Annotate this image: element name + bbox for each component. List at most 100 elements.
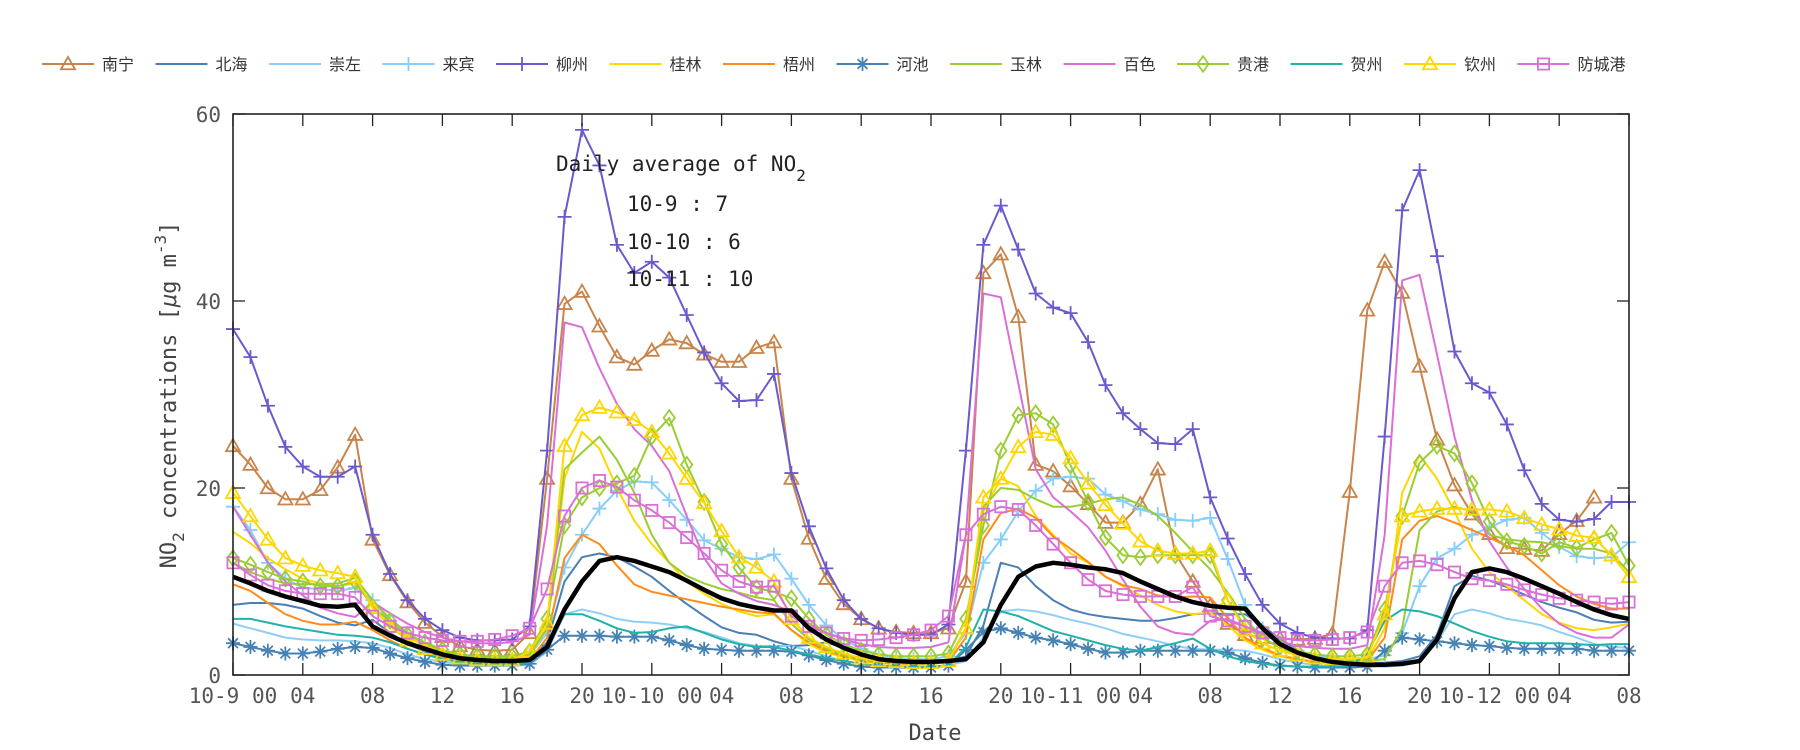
data-point xyxy=(1011,503,1025,517)
data-point xyxy=(643,423,661,439)
data-point xyxy=(992,245,1010,261)
x-tick-label: 08 xyxy=(360,684,385,708)
data-point xyxy=(1044,425,1062,441)
data-point xyxy=(1151,546,1165,565)
data-point xyxy=(243,568,257,582)
legend-label: 来宾 xyxy=(443,55,475,74)
data-point xyxy=(1412,163,1427,178)
data-point xyxy=(608,403,626,419)
data-point xyxy=(1099,584,1113,598)
x-tick-label: 10-10 00 xyxy=(601,684,702,708)
data-point xyxy=(1096,496,1115,511)
data-point xyxy=(311,481,329,497)
x-tick-label: 20 xyxy=(1407,684,1432,708)
data-point xyxy=(400,626,414,640)
x-tick-label: 12 xyxy=(1267,684,1292,708)
data-point xyxy=(678,469,696,485)
data-point xyxy=(662,270,677,285)
data-point xyxy=(1098,378,1113,393)
data-point xyxy=(1585,528,1603,544)
data-point xyxy=(276,549,294,565)
data-point xyxy=(417,611,432,626)
annotation-line-2: 10-10 : 6 xyxy=(627,230,741,254)
data-point xyxy=(1498,502,1516,518)
data-point xyxy=(1308,645,1322,664)
data-point xyxy=(1463,500,1481,516)
data-point xyxy=(557,516,572,535)
data-point xyxy=(801,519,816,534)
data-point xyxy=(1430,558,1444,572)
x-tick-label: 08 xyxy=(1198,684,1223,708)
data-point xyxy=(1150,643,1165,658)
data-point xyxy=(1412,632,1427,647)
data-point xyxy=(872,632,886,646)
data-point xyxy=(505,629,519,643)
data-point xyxy=(993,532,1008,547)
data-point xyxy=(592,628,607,643)
data-point xyxy=(296,572,310,591)
data-point xyxy=(1028,483,1043,498)
data-point xyxy=(575,481,589,495)
x-tick-label: 16 xyxy=(1337,684,1362,708)
data-point xyxy=(1604,495,1619,510)
data-point xyxy=(417,654,432,669)
data-point xyxy=(732,575,746,589)
data-point xyxy=(294,556,312,572)
data-point xyxy=(1081,492,1095,512)
data-point xyxy=(679,308,694,323)
data-point xyxy=(871,621,886,636)
x-tick-label: 12 xyxy=(430,684,455,708)
data-point xyxy=(1027,423,1045,439)
data-point xyxy=(365,527,380,542)
annotation-line-3: 10-11 : 10 xyxy=(627,267,753,291)
data-point xyxy=(348,459,363,474)
data-point xyxy=(1220,645,1235,660)
data-point xyxy=(1203,546,1217,565)
data-point xyxy=(1447,636,1462,651)
data-point xyxy=(1602,546,1621,562)
data-point xyxy=(747,338,766,354)
data-point xyxy=(1238,651,1253,666)
data-point xyxy=(767,579,781,593)
legend-item: 来宾 xyxy=(382,55,475,74)
data-point xyxy=(383,646,398,661)
data-point xyxy=(365,597,380,616)
data-point xyxy=(558,509,572,523)
data-point xyxy=(400,651,415,666)
legend-item: 梧州 xyxy=(723,55,815,74)
data-point xyxy=(695,345,713,361)
data-point xyxy=(1081,641,1096,656)
data-point xyxy=(540,609,554,629)
data-point xyxy=(592,474,606,488)
data-point xyxy=(295,459,310,474)
legend-label: 玉林 xyxy=(1010,55,1042,74)
data-point xyxy=(1150,436,1165,451)
data-point xyxy=(1149,460,1167,476)
data-point xyxy=(241,507,260,523)
data-point xyxy=(383,619,397,633)
data-point xyxy=(610,480,624,494)
legend-label: 崇左 xyxy=(329,55,361,74)
data-point xyxy=(1517,536,1532,556)
data-point xyxy=(644,629,659,644)
data-point xyxy=(1168,643,1183,658)
data-point xyxy=(515,57,529,71)
legend-label: 柳州 xyxy=(556,55,588,74)
data-point xyxy=(540,443,555,458)
series-line xyxy=(232,128,1629,642)
data-point xyxy=(1168,512,1183,527)
data-point xyxy=(575,628,589,643)
data-point xyxy=(1393,283,1411,299)
data-point xyxy=(260,398,275,413)
data-point xyxy=(1464,376,1479,391)
data-point xyxy=(1238,619,1252,633)
data-point xyxy=(59,55,77,71)
data-point xyxy=(1028,403,1043,423)
legend-label: 河池 xyxy=(897,55,929,74)
data-point xyxy=(1537,57,1551,71)
data-point xyxy=(747,558,766,574)
data-point xyxy=(819,653,834,668)
data-point xyxy=(1550,525,1568,540)
plot-area xyxy=(224,122,1638,675)
data-point xyxy=(766,643,781,658)
